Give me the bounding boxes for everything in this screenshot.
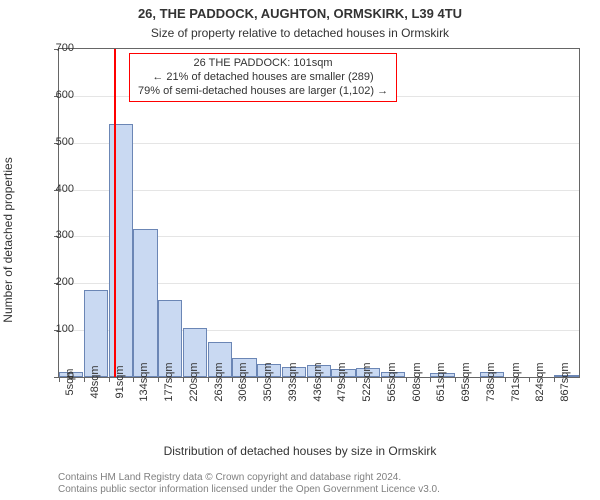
y-tick-label: 500 <box>38 136 74 148</box>
histogram-bar <box>109 124 133 377</box>
x-tick-label: 306sqm <box>233 362 249 401</box>
x-tick-label: 48sqm <box>85 365 101 398</box>
x-tick-label: 436sqm <box>308 362 324 401</box>
gridline <box>59 190 579 191</box>
chart-container: 26, THE PADDOCK, AUGHTON, ORMSKIRK, L39 … <box>0 0 600 500</box>
x-tick-label: 134sqm <box>134 362 150 401</box>
plot-area: 26 THE PADDOCK: 101sqm← 21% of detached … <box>58 48 580 378</box>
credits: Contains HM Land Registry data © Crown c… <box>58 472 440 496</box>
credit-line-1: Contains HM Land Registry data © Crown c… <box>58 472 440 484</box>
x-tick-label: 220sqm <box>184 362 200 401</box>
x-tick-label: 781sqm <box>506 362 522 401</box>
x-tick-label: 263sqm <box>209 362 225 401</box>
x-axis-label: Distribution of detached houses by size … <box>0 444 600 458</box>
x-tick-label: 479sqm <box>332 362 348 401</box>
histogram-bar <box>133 229 157 377</box>
x-tick-label: 824sqm <box>530 362 546 401</box>
annotation-box: 26 THE PADDOCK: 101sqm← 21% of detached … <box>129 53 397 102</box>
annotation-line-1: 26 THE PADDOCK: 101sqm <box>138 57 388 71</box>
histogram-bar <box>84 290 108 377</box>
annotation-line-2: ← 21% of detached houses are smaller (28… <box>138 71 388 85</box>
y-tick-label: 600 <box>38 89 74 101</box>
annotation-line-3: 79% of semi-detached houses are larger (… <box>138 85 388 99</box>
y-tick-label: 100 <box>38 323 74 335</box>
y-tick-label: 200 <box>38 276 74 288</box>
x-tick-label: 177sqm <box>159 362 175 401</box>
y-axis-label: Number of detached properties <box>1 157 15 322</box>
x-tick-label: 91sqm <box>110 365 126 398</box>
marker-line <box>114 49 116 377</box>
y-tick-label: 700 <box>38 42 74 54</box>
x-tick-label: 522sqm <box>357 362 373 401</box>
y-tick-label: 300 <box>38 229 74 241</box>
x-tick-label: 867sqm <box>555 362 571 401</box>
chart-subtitle: Size of property relative to detached ho… <box>0 26 600 40</box>
chart-title: 26, THE PADDOCK, AUGHTON, ORMSKIRK, L39 … <box>0 6 600 21</box>
x-tick-label: 393sqm <box>283 362 299 401</box>
x-tick-label: 608sqm <box>407 362 423 401</box>
credit-line-2: Contains public sector information licen… <box>58 484 440 496</box>
x-tick-label: 350sqm <box>258 362 274 401</box>
y-tick-label: 400 <box>38 183 74 195</box>
x-tick-label: 695sqm <box>456 362 472 401</box>
x-tick-label: 565sqm <box>382 362 398 401</box>
x-tick-label: 738sqm <box>481 362 497 401</box>
x-tick-label: 5sqm <box>60 369 76 396</box>
gridline <box>59 143 579 144</box>
x-tick-label: 651sqm <box>431 362 447 401</box>
